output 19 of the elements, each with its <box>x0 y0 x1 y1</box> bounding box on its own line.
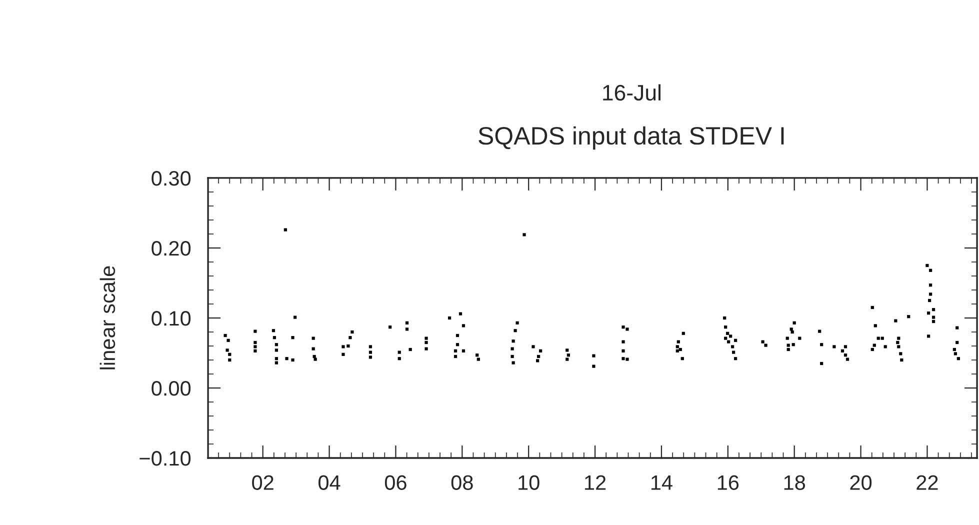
x-tick-label: 14 <box>651 475 672 490</box>
x-tick-label: 06 <box>384 475 406 490</box>
x-tick-label: 22 <box>916 475 938 490</box>
x-tick-label: 04 <box>318 475 340 490</box>
y-tick-label: 0.20 <box>152 240 191 256</box>
y-tick-label: −0.10 <box>140 451 191 466</box>
x-tick-label: 18 <box>784 475 806 490</box>
x-tick-label: 16 <box>718 475 739 490</box>
x-tick-label: 02 <box>252 475 274 490</box>
y-tick-label: 0.00 <box>152 381 191 396</box>
chart-title: SQADS input data STDEV I <box>478 126 784 150</box>
y-tick-label: 0.30 <box>152 170 191 186</box>
y-tick-label: 0.10 <box>152 310 191 326</box>
x-tick-label: 10 <box>518 475 540 490</box>
x-tick-label: 12 <box>585 475 606 490</box>
y-axis-title: linear scale <box>100 266 116 370</box>
x-tick-label: 08 <box>451 475 473 490</box>
chart-subtitle: 16-Jul <box>603 84 660 101</box>
x-tick-label: 20 <box>850 475 872 490</box>
